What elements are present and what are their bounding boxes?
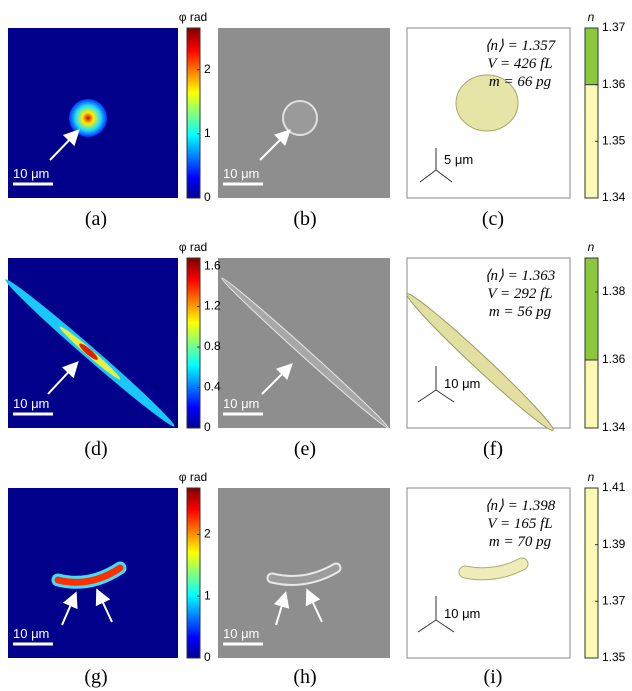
colorbar-tick-label: 1.36 bbox=[602, 77, 626, 91]
colorbar-tick-label: 1.37 bbox=[602, 594, 626, 608]
colorbar-tick-label: 1.6 bbox=[204, 258, 221, 272]
scale-bar-label: 10 μm bbox=[13, 166, 49, 181]
colorbar-tick-label: 0 bbox=[204, 420, 211, 434]
colorbar-title: n bbox=[588, 10, 595, 24]
panel-label: (g) bbox=[84, 666, 107, 688]
colorbar bbox=[187, 488, 200, 658]
stat-text: V = 292 fL bbox=[487, 286, 552, 302]
figure: (a) 10 μm φ rad 0 1 2 (b) 10 μm (c) 5 μm ⟨n⟩ = 1.3… bbox=[0, 0, 632, 691]
colorbar bbox=[585, 488, 598, 658]
page: {"panels": [ {"label": "(a)", "scale_bar… bbox=[0, 0, 632, 691]
panel-label: (c) bbox=[482, 208, 504, 230]
panel-label: (i) bbox=[484, 666, 503, 688]
axes-scale-label: 10 μm bbox=[444, 376, 480, 391]
colorbar-tick-label: 1.34 bbox=[602, 420, 626, 434]
colorbar-tick-label: 0.4 bbox=[204, 380, 221, 394]
colorbar-tick-label: 1.34 bbox=[602, 190, 626, 204]
colorbar-tick-label: 1.35 bbox=[602, 650, 626, 664]
stat-text: ⟨n⟩ = 1.363 bbox=[485, 268, 556, 284]
stat-text: m = 70 pg bbox=[489, 534, 552, 550]
stat-text: m = 56 pg bbox=[489, 304, 552, 320]
colorbar-title: φ rad bbox=[179, 10, 207, 24]
colorbar-tick-label: 1.35 bbox=[602, 134, 626, 148]
colorbar-tick-label: 2 bbox=[204, 527, 211, 541]
colorbar-tick-label: 1 bbox=[204, 126, 211, 140]
colorbar-tick-label: 0.8 bbox=[204, 339, 221, 353]
colorbar-title: n bbox=[588, 240, 595, 254]
stat-text: V = 165 fL bbox=[487, 516, 552, 532]
colorbar-segment bbox=[585, 258, 598, 360]
panel-label: (b) bbox=[293, 208, 316, 230]
stat-text: ⟨n⟩ = 1.398 bbox=[485, 498, 556, 514]
colorbar-title: n bbox=[588, 470, 595, 484]
colorbar-tick-label: 1.36 bbox=[602, 352, 626, 366]
panel-label: (f) bbox=[483, 438, 503, 460]
colorbar-tick-label: 1.2 bbox=[204, 299, 221, 313]
colorbar-title: φ rad bbox=[179, 240, 207, 254]
scale-bar-label: 10 μm bbox=[223, 626, 259, 641]
colorbar bbox=[187, 258, 200, 428]
stat-text: V = 426 fL bbox=[487, 56, 552, 72]
scale-bar-label: 10 μm bbox=[223, 396, 259, 411]
panel-label: (d) bbox=[84, 438, 107, 460]
colorbar-tick-label: 1.41 bbox=[602, 480, 626, 494]
scale-bar-label: 10 μm bbox=[13, 626, 49, 641]
colorbar bbox=[187, 28, 200, 198]
colorbar-tick-label: 1.38 bbox=[602, 284, 626, 298]
scale-bar-label: 10 μm bbox=[13, 396, 49, 411]
axes-scale-label: 5 μm bbox=[444, 152, 473, 167]
colorbar-tick-label: 1 bbox=[204, 588, 211, 602]
panel-label: (e) bbox=[294, 438, 316, 460]
stat-text: ⟨n⟩ = 1.357 bbox=[485, 38, 557, 54]
stat-text: m = 66 pg bbox=[489, 74, 552, 90]
colorbar-tick-label: 0 bbox=[204, 190, 211, 204]
panel-label: (a) bbox=[85, 208, 107, 230]
colorbar-tick-label: 2 bbox=[204, 62, 211, 76]
colorbar-tick-label: 1.39 bbox=[602, 537, 626, 551]
axes-scale-label: 10 μm bbox=[444, 606, 480, 621]
colorbar-tick-label: 0 bbox=[204, 650, 211, 664]
images bbox=[2, 28, 570, 658]
colorbar-tick-label: 1.37 bbox=[602, 20, 626, 34]
colorbar-segment bbox=[585, 28, 598, 85]
scale-bar-label: 10 μm bbox=[223, 166, 259, 181]
colorbar-title: φ rad bbox=[179, 470, 207, 484]
panel-label: (h) bbox=[293, 666, 316, 688]
